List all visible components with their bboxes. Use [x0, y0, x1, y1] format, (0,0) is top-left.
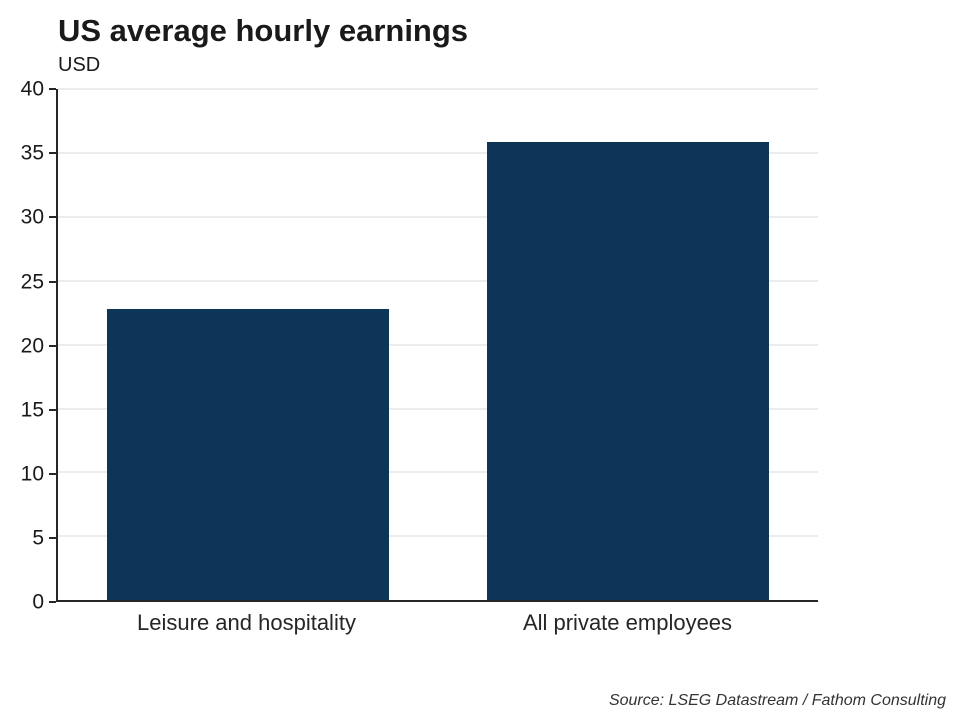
gridline [58, 88, 818, 90]
y-tick-mark [49, 601, 56, 604]
y-tick-label: 5 [32, 526, 44, 550]
gridline [58, 216, 818, 218]
gridline [58, 280, 818, 282]
y-tick-mark [49, 216, 56, 219]
plot-area [56, 88, 818, 603]
y-tick-mark [49, 472, 56, 475]
y-tick-label: 15 [20, 398, 44, 422]
y-tick-label: 25 [20, 270, 44, 294]
chart-title: US average hourly earnings [58, 13, 469, 48]
y-tick-mark [49, 88, 56, 91]
x-tick-label: Leisure and hospitality [137, 610, 356, 636]
y-tick-label: 20 [20, 334, 44, 358]
y-tick-label: 0 [32, 590, 44, 614]
chart-subtitle-units: USD [58, 54, 101, 77]
y-tick-mark [49, 344, 56, 347]
y-tick-label: 10 [20, 462, 44, 486]
bar-all-private-employees [487, 141, 769, 601]
gridline [58, 152, 818, 154]
source-attribution: Source: LSEG Datastream / Fathom Consult… [608, 692, 946, 709]
bar-leisure-and-hospitality [107, 308, 389, 601]
gridline [58, 471, 818, 473]
x-tick-label: All private employees [522, 610, 733, 636]
y-tick-label: 30 [20, 205, 44, 229]
bar-slot [58, 89, 438, 601]
chart-area: 0 5 10 15 20 25 30 35 40 [8, 79, 818, 613]
y-tick-mark [49, 280, 56, 283]
y-tick-label: 35 [20, 141, 44, 165]
gridline [58, 408, 818, 410]
bar-slot [438, 89, 818, 601]
y-tick-mark [49, 408, 56, 411]
y-tick-mark [49, 152, 56, 155]
y-tick-label: 40 [20, 77, 44, 101]
x-axis-labels: Leisure and hospitality All private emplo… [56, 610, 818, 636]
gridline [58, 535, 818, 537]
gridline [58, 344, 818, 346]
y-tick-mark [49, 537, 56, 540]
y-axis: 0 5 10 15 20 25 30 35 40 [8, 79, 56, 613]
